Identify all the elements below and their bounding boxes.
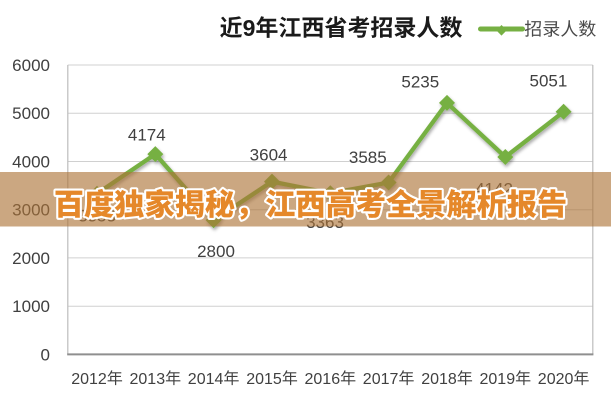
svg-text:2800: 2800 [197,242,235,261]
svg-text:5235: 5235 [401,73,439,92]
svg-text:3585: 3585 [349,148,387,167]
svg-text:2018: 2018 [421,371,457,388]
svg-text:9: 9 [243,15,256,41]
svg-text:2000: 2000 [12,249,50,268]
svg-text:2014: 2014 [188,371,224,388]
svg-text:3604: 3604 [250,146,288,165]
svg-text:2017: 2017 [363,371,399,388]
svg-text:2016: 2016 [305,371,341,388]
svg-text:2013: 2013 [130,371,166,388]
svg-text:2012: 2012 [71,371,107,388]
svg-text:6000: 6000 [12,56,50,75]
svg-text:1000: 1000 [12,297,50,316]
svg-text:2015: 2015 [246,371,282,388]
svg-text:5051: 5051 [529,72,567,91]
svg-text:0: 0 [41,345,50,364]
svg-text:4174: 4174 [128,126,166,145]
svg-text:4000: 4000 [12,153,50,172]
svg-text:2020: 2020 [538,371,574,388]
svg-text:2019: 2019 [480,371,516,388]
svg-text:5000: 5000 [12,104,50,123]
